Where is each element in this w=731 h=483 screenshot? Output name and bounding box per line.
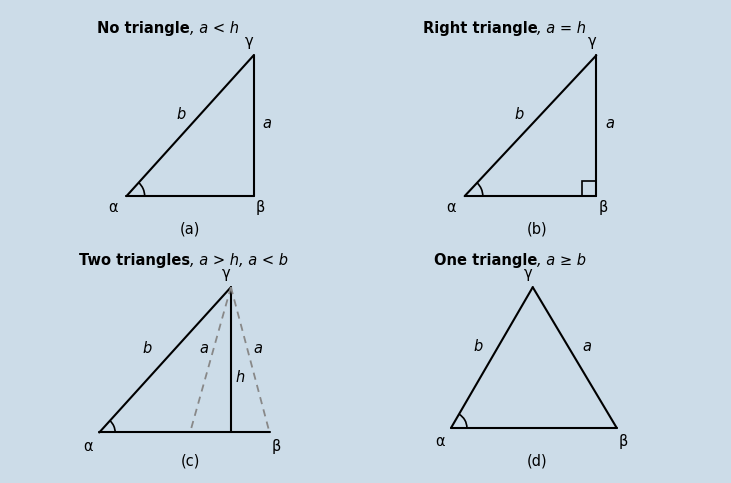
Text: a: a — [199, 341, 208, 356]
Text: γ: γ — [245, 34, 254, 49]
Text: (a): (a) — [180, 222, 200, 237]
Text: No triangle: No triangle — [97, 21, 190, 36]
Text: b: b — [143, 341, 151, 356]
Text: a: a — [262, 116, 272, 131]
Text: a: a — [605, 116, 615, 131]
Text: α: α — [108, 200, 118, 215]
Text: (b): (b) — [527, 222, 548, 237]
Bar — [582, 181, 596, 196]
Text: a: a — [583, 339, 591, 354]
Text: , a ≥ b: , a ≥ b — [537, 253, 586, 268]
Text: b: b — [474, 339, 483, 354]
Text: β: β — [256, 200, 265, 215]
Text: γ: γ — [222, 266, 231, 281]
Text: α: α — [446, 200, 456, 215]
Text: b: b — [515, 107, 523, 122]
Text: β: β — [599, 200, 607, 215]
Text: a: a — [254, 341, 262, 356]
Text: γ: γ — [588, 34, 596, 49]
Text: b: b — [176, 107, 186, 122]
Text: β: β — [272, 439, 281, 454]
Text: (c): (c) — [181, 454, 200, 469]
Text: γ: γ — [524, 266, 532, 281]
Text: α: α — [435, 434, 444, 449]
Text: α: α — [83, 439, 93, 454]
Text: , a < h: , a < h — [190, 21, 239, 36]
Text: , a > h, a < b: , a > h, a < b — [190, 253, 288, 268]
Text: β: β — [619, 434, 628, 449]
Text: , a = h: , a = h — [537, 21, 586, 36]
Text: (d): (d) — [527, 454, 548, 469]
Text: One triangle: One triangle — [434, 253, 537, 268]
Text: Right triangle: Right triangle — [423, 21, 537, 36]
Text: h: h — [235, 370, 245, 385]
Text: Two triangles: Two triangles — [79, 253, 190, 268]
